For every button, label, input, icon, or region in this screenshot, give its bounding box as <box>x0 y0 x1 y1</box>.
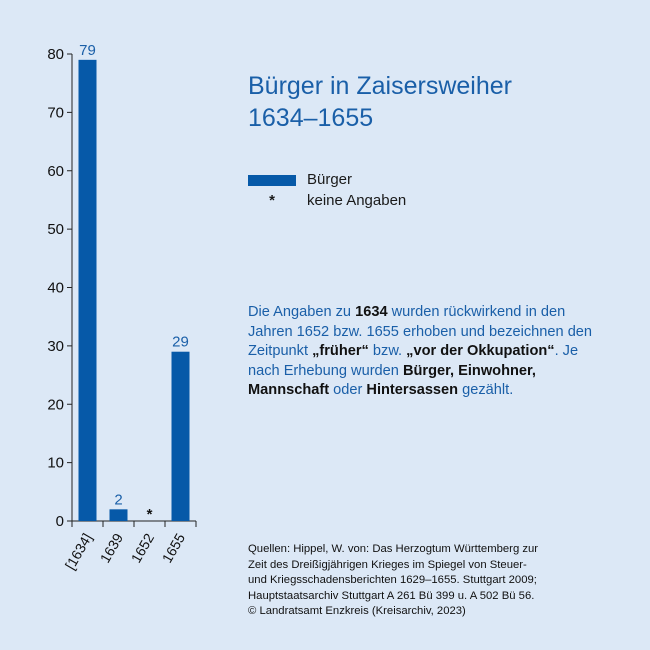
y-tick-label: 0 <box>56 513 64 530</box>
legend-swatch <box>248 175 296 186</box>
chart-title-line2: 1634–1655 <box>248 104 374 132</box>
note-bold-occupation: „vor der Okkupation“ <box>406 343 555 359</box>
y-tick-label: 50 <box>47 221 64 238</box>
explanatory-note: Die Angaben zu 1634 wurden rückwirkend i… <box>248 303 593 401</box>
y-tick-label: 80 <box>47 46 64 63</box>
y-tick-label: 10 <box>47 455 64 472</box>
note-bold-year: 1634 <box>355 304 388 320</box>
note-bold-hintersassen: Hintersassen <box>366 382 459 398</box>
note-text: bzw. <box>368 343 407 359</box>
chart-title-line1: Bürger in Zaisersweiher <box>248 72 512 100</box>
x-tick-label: 1655 <box>159 530 189 565</box>
y-tick-label: 70 <box>47 104 64 121</box>
note-text: wurden rückwirkend in den Jahren 1652 bz… <box>248 304 593 359</box>
legend-label-series: Bürger <box>307 171 353 188</box>
bar-value-label: 79 <box>79 42 96 59</box>
sources-block: Quellen: Hippel, W. von: Das Herzogtum W… <box>248 542 608 620</box>
bar <box>109 509 128 521</box>
no-data-marker: * <box>147 506 153 523</box>
x-tick-label: 1639 <box>97 530 127 565</box>
sources-line: und Kriegsschadensberichten 1629–1655. S… <box>248 574 537 587</box>
y-tick-label: 30 <box>47 338 64 355</box>
note-text: Die Angaben zu <box>248 304 356 320</box>
note-text: gezählt. <box>458 382 514 398</box>
bar <box>171 351 190 521</box>
note-text: . Je nach Erhebung wurden <box>248 343 579 379</box>
sources-line: Hauptstaatsarchiv Stuttgart A 261 Bü 399… <box>248 589 535 602</box>
sources-line: Quellen: Hippel, W. von: Das Herzogtum W… <box>248 543 539 555</box>
legend-label-no-data: keine Angaben <box>307 192 407 209</box>
note-text: oder <box>329 382 367 398</box>
y-tick-label: 40 <box>47 280 64 297</box>
note-bold-categories: Bürger, Einwohner, Mannschaft <box>248 362 536 399</box>
bar-value-label: 2 <box>114 491 122 508</box>
x-tick-label: 1652 <box>128 530 158 565</box>
note-bold-earlier: „früher“ <box>312 343 369 359</box>
copyright-line: © Landratsamt Enzkreis (Kreisarchiv, 202… <box>248 605 466 618</box>
bar <box>78 59 97 522</box>
sources-line: Zeit des Dreißigjährigen Krieges im Spie… <box>248 558 527 571</box>
legend-star-symbol: * <box>269 192 275 209</box>
y-tick-label: 60 <box>47 163 64 180</box>
bar-value-label: 29 <box>172 334 189 351</box>
y-tick-label: 20 <box>47 396 64 413</box>
chart-title: Bürger in Zaisersweiher 1634–1655 <box>248 70 512 134</box>
x-tick-label: [1634] <box>62 531 95 573</box>
